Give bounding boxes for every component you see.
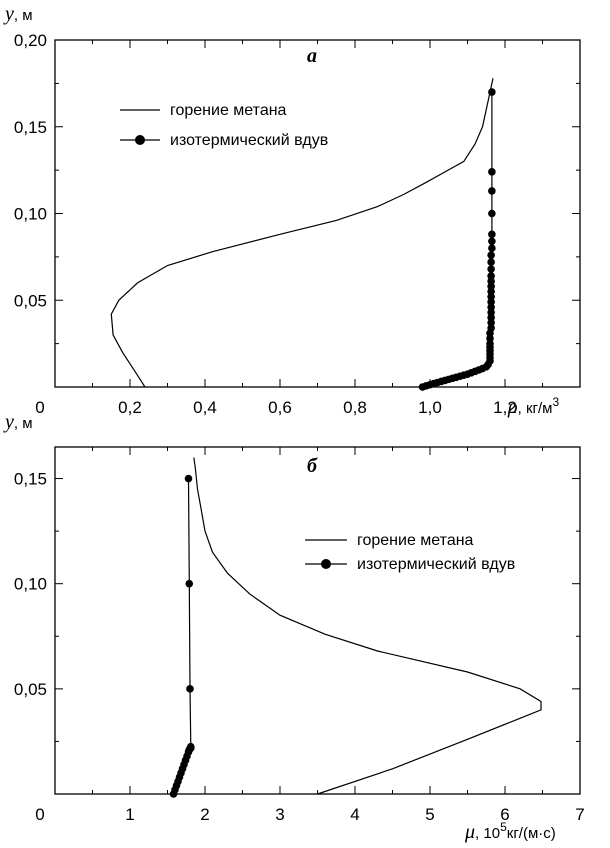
data-point xyxy=(487,319,495,327)
y-tick-label: 0,10 xyxy=(14,575,47,594)
data-point xyxy=(186,742,195,751)
data-point xyxy=(486,334,494,343)
data-point xyxy=(488,187,496,195)
y-tick-label: 0,05 xyxy=(14,291,47,310)
y-axis-symbol: y xyxy=(3,3,14,25)
y-axis-label: y, м xyxy=(3,3,33,25)
data-point xyxy=(488,168,496,176)
legend-label-2: изотермический вдув xyxy=(357,556,515,573)
y-tick-label: 0,05 xyxy=(14,680,47,699)
data-point xyxy=(487,303,495,311)
x-tick-label: 1,0 xyxy=(418,398,442,417)
x-axis-unit: , 10 xyxy=(475,825,500,842)
x-tick-label: 0,8 xyxy=(343,398,367,417)
x-axis-unit-superscript: 3 xyxy=(552,395,559,409)
y-axis-unit: , м xyxy=(14,415,33,432)
plot-frame xyxy=(54,446,581,795)
legend-label-1: горение метана xyxy=(170,102,287,119)
data-point xyxy=(487,308,495,317)
legend-marker xyxy=(321,559,331,569)
data-point xyxy=(487,277,495,285)
x-axis-unit-tail: кг/(м·с) xyxy=(507,825,556,842)
x-tick-label: 7 xyxy=(575,805,584,824)
x-axis-symbol: ρ xyxy=(507,396,518,418)
legend-marker xyxy=(135,135,145,145)
legend-label-2: изотермический вдув xyxy=(170,132,328,149)
panel-label: а xyxy=(307,45,317,67)
plot-frame xyxy=(54,39,581,388)
data-point xyxy=(488,88,496,96)
data-point xyxy=(488,237,496,246)
x-axis-label: ρ, кг/м3 xyxy=(507,395,559,418)
x-axis-label: μ, 105кг/(м·с) xyxy=(464,820,556,843)
x-tick-label: 3 xyxy=(275,805,284,824)
y-axis-label: y, м xyxy=(3,411,33,433)
x-tick-label: 1,2 xyxy=(493,398,517,417)
chart-panel-1: 0 0,2 0,4 0,6 0,8 1,0 1,20,050,100,150,20y, мρ… xyxy=(3,3,581,418)
x-tick-label: 5 xyxy=(425,805,434,824)
data-point xyxy=(487,313,495,322)
x-tick-label: 2 xyxy=(200,805,209,824)
data-point xyxy=(185,579,194,588)
data-point xyxy=(186,685,194,693)
x-axis-unit: , кг/м xyxy=(518,400,553,417)
x-tick-label: 0 xyxy=(35,398,44,417)
data-point xyxy=(184,474,193,483)
y-tick-label: 0,20 xyxy=(14,31,47,50)
x-tick-label: 1 xyxy=(125,805,134,824)
x-tick-label: 0,4 xyxy=(193,398,217,417)
data-point xyxy=(488,230,496,239)
x-tick-label: 0 xyxy=(35,805,44,824)
data-point xyxy=(487,298,495,306)
x-tick-label: 4 xyxy=(350,805,359,824)
y-tick-label: 0,10 xyxy=(14,205,47,224)
series-line-1 xyxy=(110,78,494,388)
y-axis-symbol: y xyxy=(3,411,14,433)
y-tick-label: 0,15 xyxy=(14,470,47,489)
chart-panel-2: 0 1 2 3 4 5 6 70,050,100,15y, мμ, 105кг/(м·с)бг… xyxy=(3,411,585,843)
data-point xyxy=(487,251,495,259)
y-axis-unit: , м xyxy=(14,7,33,24)
x-tick-label: 0,2 xyxy=(118,398,142,417)
x-tick-label: 6 xyxy=(500,805,509,824)
data-point xyxy=(487,282,495,291)
legend-label-1: горение метана xyxy=(357,532,474,549)
x-tick-label: 0,6 xyxy=(268,398,292,417)
data-point xyxy=(487,258,495,266)
y-tick-label: 0,15 xyxy=(14,118,47,137)
panel-label: б xyxy=(307,455,318,477)
data-point xyxy=(487,287,495,296)
x-axis-symbol: μ xyxy=(464,821,475,843)
series-line-1 xyxy=(193,457,542,795)
data-point xyxy=(488,244,496,252)
series-line-2 xyxy=(422,92,493,388)
data-point xyxy=(487,272,495,280)
x-axis-unit-superscript: 5 xyxy=(500,820,507,834)
data-point xyxy=(486,339,494,348)
data-point xyxy=(487,265,495,273)
data-point xyxy=(487,292,495,301)
data-point xyxy=(487,324,495,332)
data-point xyxy=(488,209,496,218)
